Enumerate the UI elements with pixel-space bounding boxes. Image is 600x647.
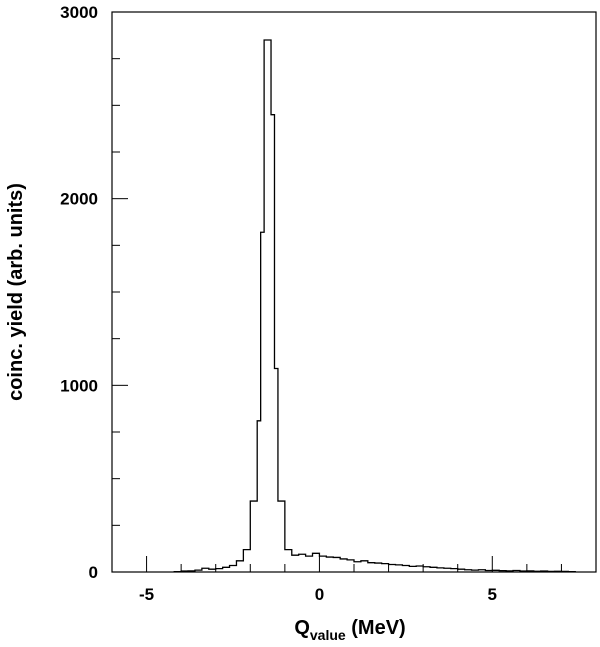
y-tick-label: 1000 bbox=[60, 376, 98, 395]
x-tick-labels: -5 0 5 bbox=[139, 585, 497, 604]
x-tick-label: -5 bbox=[139, 585, 154, 604]
plot-frame bbox=[111, 11, 597, 573]
y-tick-labels: 0 1000 2000 3000 bbox=[60, 3, 98, 582]
major-ticks bbox=[112, 11, 493, 573]
y-tick-label: 0 bbox=[89, 563, 98, 582]
y-tick-label: 3000 bbox=[60, 3, 98, 22]
x-tick-label: 0 bbox=[315, 585, 324, 604]
histogram-series-line bbox=[173, 39, 576, 573]
y-axis-label: coinc. yield (arb. units) bbox=[5, 183, 27, 401]
x-axis-label-subscript: value bbox=[310, 627, 346, 643]
x-axis-label-main: Q bbox=[294, 617, 310, 639]
minor-ticks bbox=[111, 58, 597, 572]
x-tick-label: 5 bbox=[488, 585, 497, 604]
x-axis-label: Qvalue (MeV) bbox=[294, 617, 405, 643]
y-tick-label: 2000 bbox=[60, 190, 98, 209]
x-axis-label-unit: (MeV) bbox=[346, 617, 406, 639]
